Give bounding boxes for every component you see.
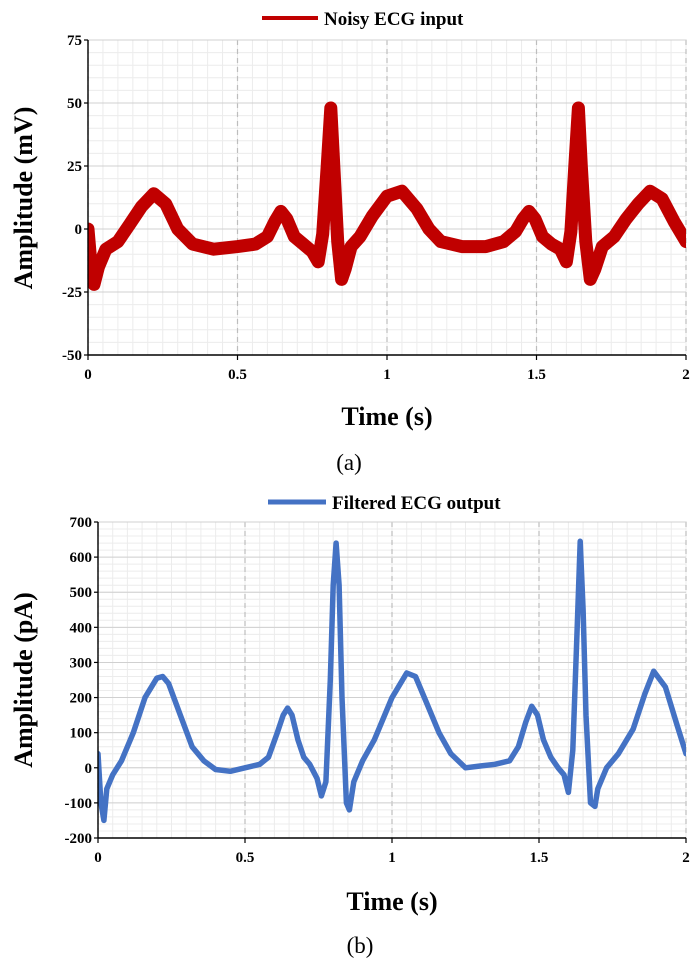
x-tick-label: 1 bbox=[388, 850, 396, 866]
series-line-filtered-ecg bbox=[98, 538, 686, 824]
axes-a bbox=[84, 39, 687, 360]
x-tick-label: 0 bbox=[84, 367, 92, 383]
x-tick-label: 0.5 bbox=[236, 850, 255, 866]
x-axis-label-a: Time (s) bbox=[341, 402, 432, 431]
y-tick-label: -100 bbox=[65, 796, 93, 812]
y-tick-label: 75 bbox=[67, 33, 82, 49]
y-tick-label: 50 bbox=[67, 96, 82, 112]
legend-a: Noisy ECG input bbox=[262, 9, 464, 30]
panel-b: -200 -100 0 100 200 300 400 500 600 700 0 0.5 1 1.5 2… bbox=[9, 493, 690, 958]
series-b bbox=[98, 538, 686, 824]
y-tick-label: 400 bbox=[70, 620, 93, 636]
x-tick-labels-a: 0 0.5 1 1.5 2 bbox=[84, 367, 690, 383]
x-tick-label: 0.5 bbox=[228, 367, 247, 383]
y-tick-label: -25 bbox=[62, 285, 82, 301]
y-tick-label: 300 bbox=[70, 655, 93, 671]
y-tick-label: 600 bbox=[70, 550, 93, 566]
series-group bbox=[88, 101, 686, 291]
y-tick-label: 700 bbox=[70, 515, 93, 531]
y-tick-label: 25 bbox=[67, 159, 82, 175]
grid-b bbox=[97, 521, 687, 839]
y-tick-labels-b: -200 -100 0 100 200 300 400 500 600 700 bbox=[65, 515, 93, 847]
caption-a: (a) bbox=[336, 450, 362, 475]
y-tick-label: 0 bbox=[85, 761, 93, 777]
x-tick-label: 0 bbox=[94, 850, 102, 866]
x-tick-label: 2 bbox=[682, 367, 690, 383]
y-tick-label: 0 bbox=[75, 222, 83, 238]
y-axis-label-a: Amplitude (mV) bbox=[9, 107, 38, 290]
y-tick-label: 200 bbox=[70, 691, 93, 707]
x-tick-labels-b: 0 0.5 1 1.5 2 bbox=[94, 850, 690, 866]
y-tick-label: -50 bbox=[62, 348, 82, 364]
axes-b bbox=[94, 521, 687, 843]
legend-b: Filtered ECG output bbox=[268, 493, 501, 514]
y-tick-label: 500 bbox=[70, 585, 93, 601]
x-tick-label: 1.5 bbox=[530, 850, 549, 866]
legend-label-b: Filtered ECG output bbox=[332, 493, 501, 514]
series-a bbox=[88, 101, 686, 291]
legend-label-a: Noisy ECG input bbox=[324, 9, 464, 30]
y-tick-label: -200 bbox=[65, 831, 93, 847]
y-tick-labels-a: -50 -25 0 25 50 75 bbox=[62, 33, 82, 364]
x-tick-label: 1 bbox=[383, 367, 391, 383]
series-line-noisy-ecg bbox=[88, 101, 686, 291]
x-tick-label: 2 bbox=[682, 850, 690, 866]
caption-b: (b) bbox=[347, 933, 374, 958]
y-tick-label: 100 bbox=[70, 726, 93, 742]
x-axis-label-b: Time (s) bbox=[346, 887, 437, 916]
y-axis-label-b: Amplitude (pA) bbox=[9, 592, 38, 768]
series-group bbox=[98, 538, 686, 824]
x-tick-label: 1.5 bbox=[527, 367, 546, 383]
